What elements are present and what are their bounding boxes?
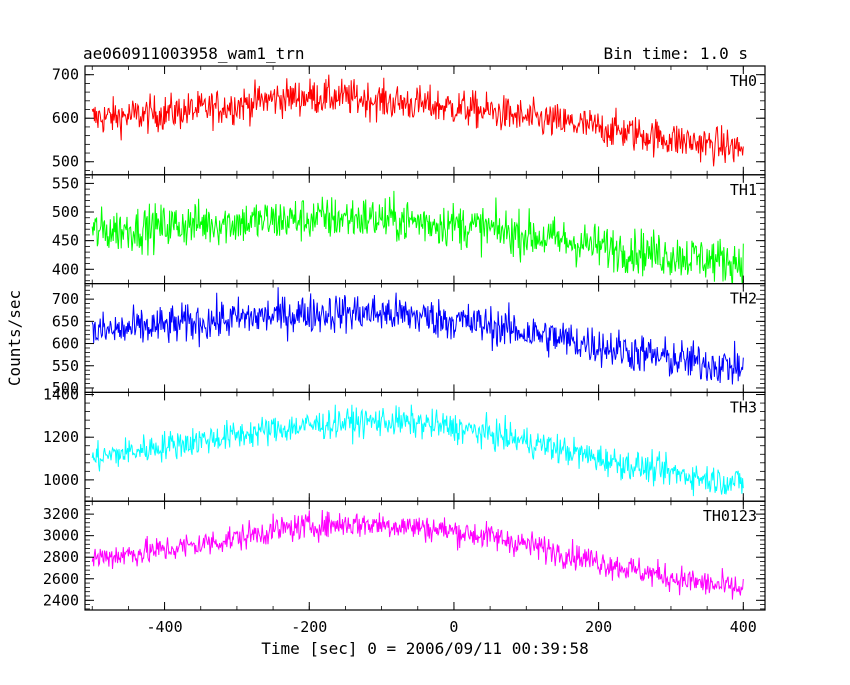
y-tick-label: 500 xyxy=(52,379,79,397)
y-tick-label: 2400 xyxy=(43,591,79,609)
y-tick-label: 650 xyxy=(52,312,79,330)
x-tick-label: 200 xyxy=(585,618,612,636)
series-line-th1 xyxy=(91,190,744,284)
panel-label-th3: TH3 xyxy=(730,398,757,416)
panel-label-th0123: TH0123 xyxy=(703,507,757,525)
panel-label-th0: TH0 xyxy=(730,72,757,90)
series-line-th2 xyxy=(91,287,744,385)
y-tick-label: 400 xyxy=(52,260,79,278)
y-tick-label: 450 xyxy=(52,232,79,250)
series-line-th3 xyxy=(91,404,744,497)
x-tick-label: -200 xyxy=(291,618,327,636)
y-tick-label: 550 xyxy=(52,357,79,375)
y-tick-label: 2600 xyxy=(43,570,79,588)
x-tick-label: 400 xyxy=(730,618,757,636)
y-tick-label: 600 xyxy=(52,335,79,353)
y-tick-label: 2800 xyxy=(43,548,79,566)
y-tick-label: 550 xyxy=(52,174,79,192)
y-tick-label: 600 xyxy=(52,109,79,127)
series-line-th0 xyxy=(91,74,744,167)
panel-label-th2: TH2 xyxy=(730,290,757,308)
panel-frame-th0123 xyxy=(84,500,766,611)
y-tick-label: 700 xyxy=(52,290,79,308)
x-tick-label: 0 xyxy=(449,618,458,636)
bin-time-label: Bin time: 1.0 s xyxy=(603,44,749,63)
y-tick-label: 700 xyxy=(52,66,79,84)
plot-title: ae060911003958_wam1_trn xyxy=(83,44,305,63)
y-tick-label: 1000 xyxy=(43,471,79,489)
panel-label-th1: TH1 xyxy=(730,181,757,199)
panel-frame-th2 xyxy=(84,283,766,394)
y-tick-label: 500 xyxy=(52,153,79,171)
series-line-th0123 xyxy=(91,509,744,600)
x-axis-label: Time [sec] 0 = 2006/09/11 00:39:58 xyxy=(261,639,589,658)
y-tick-label: 1400 xyxy=(43,386,79,404)
y-tick-label: 3000 xyxy=(43,527,79,545)
y-tick-label: 3200 xyxy=(43,505,79,523)
y-tick-label: 1200 xyxy=(43,428,79,446)
y-axis-label: Counts/sec xyxy=(5,290,24,386)
panel-frame-th3 xyxy=(84,391,766,502)
x-tick-label: -400 xyxy=(147,618,183,636)
y-tick-label: 500 xyxy=(52,203,79,221)
